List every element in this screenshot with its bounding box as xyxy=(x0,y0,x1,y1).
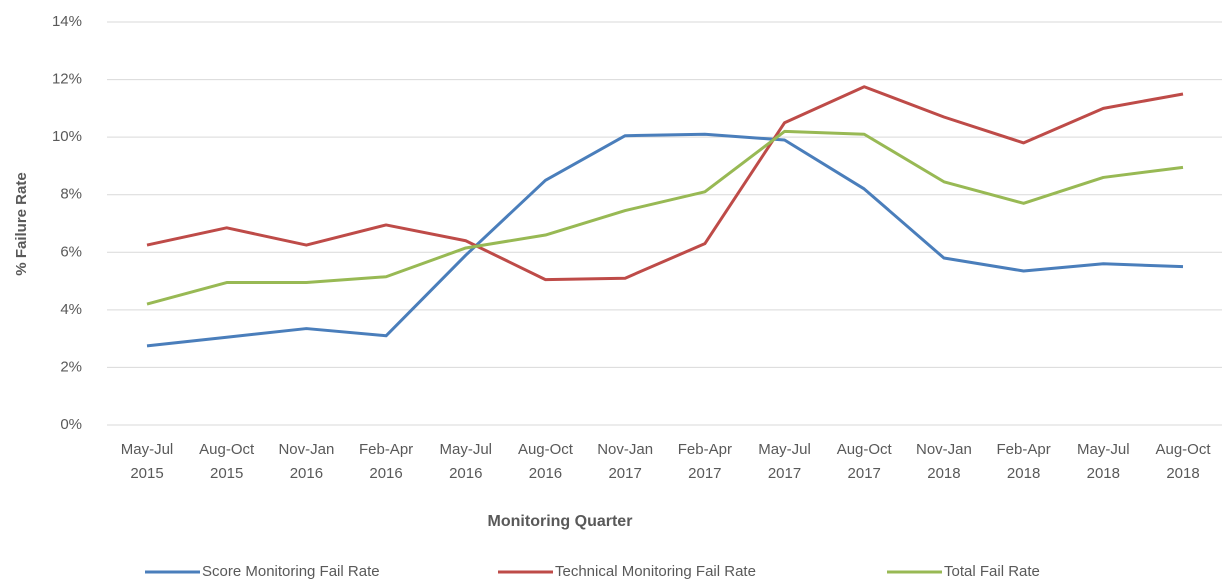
y-tick-label: 0% xyxy=(60,416,82,433)
x-tick-label: Feb-Apr 2018 xyxy=(996,441,1051,482)
x-tick-label: Aug-Oct 2017 xyxy=(836,441,892,482)
y-tick-label: 2% xyxy=(60,358,82,375)
legend-label: Total Fail Rate xyxy=(944,563,1040,580)
series-line xyxy=(146,85,1184,282)
series-line xyxy=(146,132,1184,348)
x-tick-label: Aug-Oct 2016 xyxy=(517,441,573,482)
y-tick-label: 6% xyxy=(60,243,82,260)
legend-label: Technical Monitoring Fail Rate xyxy=(555,563,756,580)
x-tick-label: Nov-Jan 2018 xyxy=(915,441,972,482)
series-line xyxy=(146,129,1184,306)
x-tick-label: Aug-Oct 2018 xyxy=(1155,441,1211,482)
x-tick-label: Feb-Apr 2017 xyxy=(677,441,732,482)
y-tick-label: 14% xyxy=(52,13,82,30)
y-tick-label: 8% xyxy=(60,186,82,203)
x-tick-label: Feb-Apr 2016 xyxy=(358,441,414,482)
x-axis-title: Monitoring Quarter xyxy=(488,513,633,530)
x-tick-label: May-Jul 2017 xyxy=(758,441,811,482)
legend-label: Score Monitoring Fail Rate xyxy=(202,563,380,580)
y-tick-label: 12% xyxy=(52,71,82,88)
y-tick-label: 4% xyxy=(60,301,82,318)
x-tick-label: May-Jul 2018 xyxy=(1077,441,1130,482)
y-tick-label: 10% xyxy=(52,128,82,145)
x-tick-label: May-Jul 2016 xyxy=(439,441,493,482)
x-tick-label: May-Jul 2015 xyxy=(120,441,174,482)
x-tick-label: Nov-Jan 2017 xyxy=(597,441,654,482)
x-tick-label: Aug-Oct 2015 xyxy=(199,441,255,482)
x-tick-label: Nov-Jan 2016 xyxy=(278,441,335,482)
y-axis-title: % Failure Rate xyxy=(13,172,30,275)
